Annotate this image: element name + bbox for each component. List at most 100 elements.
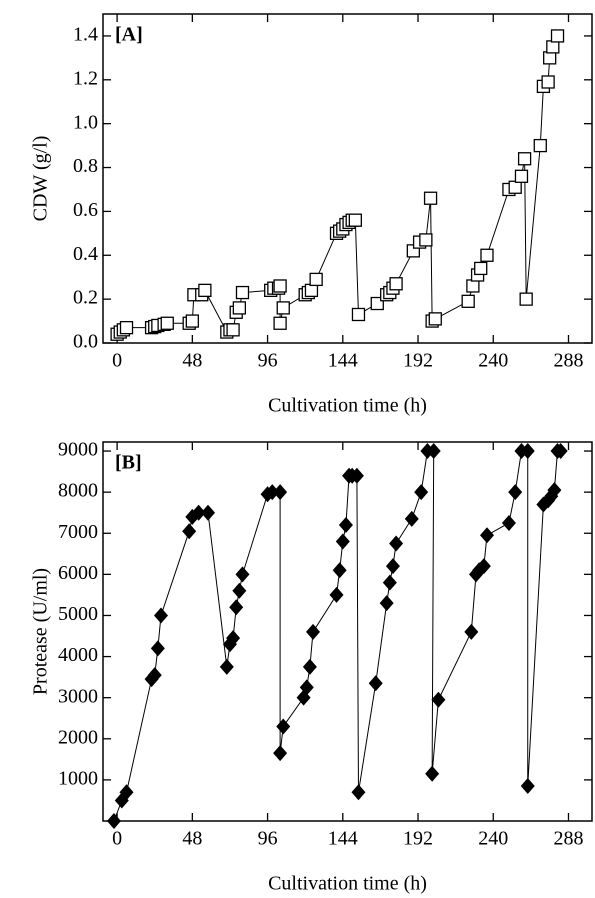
marker (550, 29, 565, 43)
marker (508, 180, 522, 194)
marker (351, 784, 366, 801)
marker (160, 316, 174, 330)
marker (517, 152, 532, 166)
marker (464, 623, 479, 640)
marker (425, 765, 440, 782)
y-tick-label: 1000 (58, 767, 98, 789)
marker (306, 623, 321, 640)
y-tick-label: 0.4 (73, 243, 98, 265)
marker (265, 484, 280, 501)
marker (335, 533, 350, 550)
marker (382, 574, 397, 591)
marker (426, 443, 441, 460)
marker (541, 75, 555, 89)
marker (461, 294, 475, 308)
marker (273, 745, 288, 762)
y-tick-label: 1.2 (73, 67, 98, 89)
marker (368, 675, 383, 692)
marker (198, 283, 212, 298)
marker (338, 517, 353, 534)
marker (547, 482, 562, 499)
marker (191, 504, 206, 521)
marker (519, 292, 533, 306)
y-tick-label: 7000 (58, 521, 98, 543)
x-axis-label: Cultivation time (h) (268, 395, 427, 417)
y-tick-label: 0.0 (73, 331, 98, 353)
x-tick-label: 0 (112, 828, 122, 850)
marker (546, 40, 560, 54)
y-tick-label: 6000 (58, 562, 98, 584)
marker (147, 667, 162, 684)
marker (332, 562, 347, 579)
y-tick-label: 0.8 (73, 155, 98, 177)
panel-label: [B] (115, 452, 142, 474)
marker (229, 599, 244, 616)
data-line (116, 35, 558, 335)
marker (273, 279, 287, 293)
marker (299, 679, 314, 696)
marker (185, 314, 199, 328)
marker (273, 316, 287, 330)
marker (232, 301, 247, 315)
panel: 0 48 96 144 192 240 288 0.0 0.2 0.4 0.6 0.8 1.0 1.2 1.… (30, 13, 593, 417)
y-tick-label: 3000 (58, 685, 98, 707)
marker (474, 261, 488, 276)
y-tick-label: 4000 (58, 644, 98, 666)
marker (480, 248, 494, 262)
x-tick-label: 48 (182, 828, 202, 850)
marker (276, 301, 290, 315)
marker (150, 640, 165, 657)
marker (514, 169, 529, 183)
marker (309, 272, 323, 287)
x-tick-label: 288 (553, 828, 583, 850)
marker (419, 233, 433, 247)
marker (543, 51, 557, 65)
marker (431, 691, 446, 708)
x-tick-label: 96 (258, 350, 278, 372)
data-line (113, 450, 561, 822)
plot-frame (102, 13, 593, 344)
marker (276, 718, 291, 735)
marker (348, 213, 362, 227)
marker (273, 484, 288, 501)
y-tick-label: 1.0 (73, 111, 98, 133)
x-tick-label: 144 (328, 828, 358, 850)
marker (423, 191, 438, 205)
marker (119, 784, 134, 801)
marker (476, 558, 491, 575)
marker (404, 510, 419, 527)
marker (219, 658, 234, 675)
marker (235, 566, 250, 583)
marker (226, 630, 241, 647)
marker (466, 279, 480, 293)
marker (182, 523, 197, 540)
x-tick-label: 96 (258, 828, 278, 850)
marker (501, 514, 516, 531)
y-tick-label: 8000 (58, 480, 98, 502)
x-tick-label: 48 (182, 350, 202, 372)
marker (201, 504, 216, 521)
y-axis-label: Protease (U/ml) (30, 568, 52, 695)
y-tick-label: 5000 (58, 603, 98, 625)
panel: 0 48 96 144 192 240 288 1000 2000 3000 4000 5000 600… (30, 439, 593, 895)
plot-frame (102, 441, 593, 822)
x-tick-label: 192 (403, 350, 433, 372)
marker (520, 778, 535, 795)
marker (329, 586, 344, 603)
y-tick-label: 0.2 (73, 287, 98, 309)
marker (508, 484, 523, 501)
marker (351, 307, 366, 322)
x-tick-label: 240 (478, 350, 508, 372)
marker (379, 595, 394, 612)
y-tick-label: 0.6 (73, 199, 98, 221)
y-tick-label: 2000 (58, 726, 98, 748)
panel-label: [A] (115, 24, 143, 46)
marker (235, 285, 250, 300)
marker (479, 527, 494, 544)
marker (389, 277, 403, 291)
marker (119, 320, 134, 335)
marker (302, 658, 317, 675)
marker (232, 582, 247, 599)
